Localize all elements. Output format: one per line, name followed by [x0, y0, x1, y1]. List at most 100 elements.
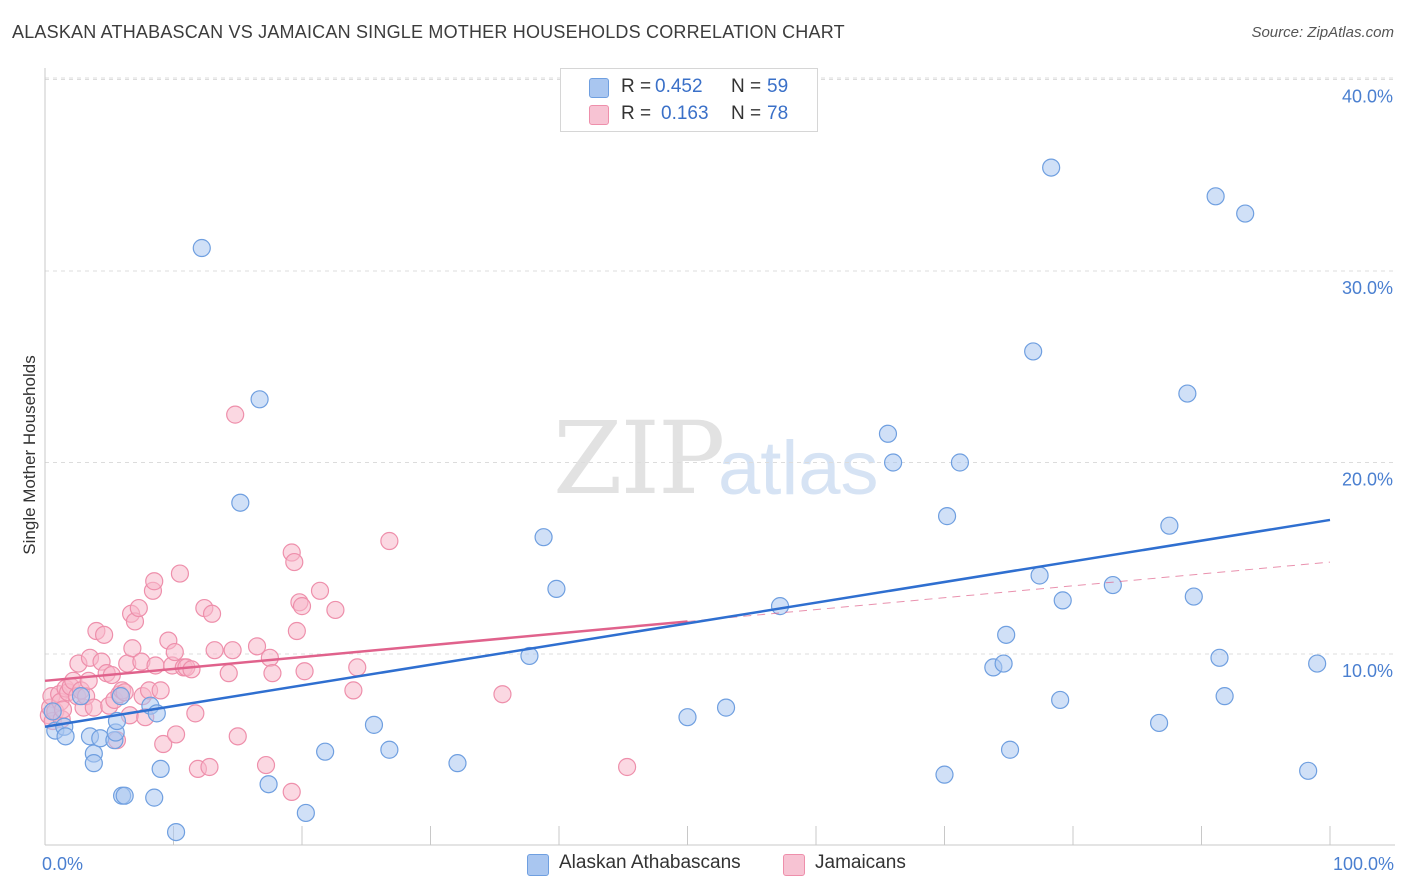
point-jamaican: [292, 597, 312, 616]
legend-row-jamaican: R = 0.163 N = 78: [561, 101, 817, 127]
point-jamaican: [226, 405, 245, 424]
point-alaskan: [1024, 342, 1043, 361]
point-alaskan: [547, 579, 566, 598]
point-alaskan: [1299, 761, 1318, 780]
bottom-legend-swatch-alaskan: [527, 854, 549, 876]
point-alaskan: [380, 740, 399, 759]
point-jamaican: [310, 581, 330, 600]
source-label: Source: ZipAtlas.com: [1251, 24, 1394, 41]
point-alaskan: [1236, 204, 1255, 223]
point-jamaican: [247, 637, 267, 656]
point-alaskan: [716, 698, 736, 717]
point-alaskan: [1103, 575, 1122, 595]
point-alaskan: [883, 453, 903, 472]
watermark-atlas: atlas: [718, 426, 879, 511]
point-jamaican: [287, 621, 306, 641]
point-jamaican: [260, 648, 279, 667]
legend-row-alaskan: R = 0.452 N = 59: [561, 74, 817, 100]
point-alaskan: [1149, 713, 1169, 733]
point-jamaican: [170, 564, 190, 583]
tick-labels: 10.0% 20.0% 30.0% 40.0% 0.0% 100.0%: [42, 87, 1394, 875]
point-jamaican: [165, 642, 184, 662]
point-jamaican: [223, 641, 242, 660]
y-tick-label: 20.0%: [1342, 470, 1393, 490]
y-tick-label: 30.0%: [1342, 278, 1393, 298]
point-jamaican: [282, 782, 301, 801]
point-jamaican: [129, 598, 148, 618]
point-jamaican: [380, 531, 399, 551]
point-alaskan: [111, 687, 130, 706]
x-tick-label-max: 100.0%: [1333, 854, 1394, 874]
legend-n-label: N =: [731, 103, 762, 124]
point-jamaican: [166, 725, 186, 744]
point-alaskan: [448, 754, 467, 773]
point-jamaican: [186, 704, 205, 723]
point-jamaican: [326, 600, 345, 620]
point-jamaican: [182, 660, 201, 679]
legend-n-label: N =: [731, 76, 762, 97]
bottom-legend-swatch-jamaican: [783, 854, 805, 876]
point-alaskan: [1178, 384, 1197, 403]
legend-swatch-jamaican: [589, 105, 609, 125]
point-alaskan: [316, 742, 335, 761]
axes: [44, 68, 1395, 846]
point-alaskan: [678, 708, 697, 727]
data-points: [39, 158, 1327, 842]
legend-r-label: R =: [621, 103, 652, 124]
point-jamaican: [200, 757, 219, 777]
point-alaskan: [115, 786, 134, 805]
point-alaskan: [145, 788, 164, 807]
trend-line-alaskan: [44, 518, 1331, 729]
point-alaskan: [1160, 516, 1179, 535]
point-jamaican: [618, 757, 637, 777]
point-jamaican: [151, 681, 170, 700]
legend-r-value-jamaican: 0.163: [661, 103, 709, 124]
point-jamaican: [205, 641, 224, 660]
point-alaskan: [878, 424, 898, 443]
point-alaskan: [1210, 648, 1229, 667]
trend-line-jamaican-dashed: [687, 561, 1331, 622]
point-alaskan: [1308, 654, 1327, 673]
legend-n-value-jamaican: 78: [767, 103, 789, 124]
point-jamaican: [145, 572, 164, 591]
bottom-legend-label-jamaican: Jamaicans: [815, 852, 906, 873]
point-alaskan: [1030, 566, 1049, 585]
y-tick-label: 40.0%: [1342, 87, 1393, 107]
legend: R = 0.452 N = 59 R = 0.163 N = 78: [560, 68, 818, 132]
point-alaskan: [71, 687, 91, 706]
trend-line-jamaican: [44, 620, 688, 683]
point-jamaican: [285, 552, 304, 572]
point-jamaican: [202, 604, 222, 623]
point-alaskan: [994, 654, 1013, 673]
chart-title: ALASKAN ATHABASCAN VS JAMAICAN SINGLE MO…: [12, 22, 845, 42]
point-alaskan: [166, 822, 186, 842]
point-jamaican: [348, 658, 367, 677]
x-tick-label-min: 0.0%: [42, 854, 83, 874]
point-jamaican: [344, 681, 363, 700]
point-jamaican: [219, 664, 238, 683]
trend-lines: [44, 518, 1331, 729]
point-alaskan: [1053, 591, 1072, 610]
watermark-zip: ZIP: [553, 400, 725, 517]
point-alaskan: [84, 754, 103, 773]
point-jamaican: [154, 734, 173, 754]
point-alaskan: [1215, 687, 1234, 706]
legend-r-label: R =: [621, 76, 652, 97]
point-jamaican: [256, 755, 276, 775]
point-alaskan: [520, 646, 539, 666]
point-alaskan: [997, 625, 1016, 644]
point-alaskan: [1184, 587, 1203, 606]
point-alaskan: [250, 390, 269, 409]
point-alaskan: [937, 507, 957, 526]
point-jamaican: [95, 625, 114, 644]
legend-n-value-alaskan: 59: [767, 76, 789, 97]
point-jamaican: [295, 662, 314, 681]
point-alaskan: [935, 765, 954, 784]
point-alaskan: [192, 238, 211, 258]
point-alaskan: [231, 493, 250, 512]
point-jamaican: [228, 727, 247, 746]
point-alaskan: [1000, 740, 1020, 759]
point-alaskan: [259, 775, 278, 794]
point-alaskan: [1051, 690, 1070, 710]
point-alaskan: [56, 727, 75, 746]
